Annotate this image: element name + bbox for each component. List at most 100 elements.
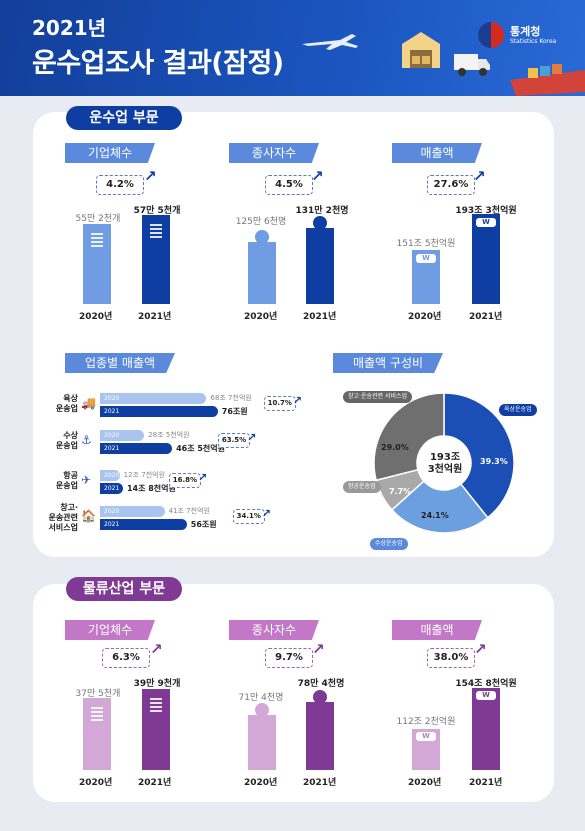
person-icon bbox=[313, 216, 327, 230]
year-label-2021: 2021년 bbox=[469, 312, 503, 322]
logistics-employees-bar-2021 bbox=[306, 702, 334, 770]
industry-value-2021: 14조 8천억원 bbox=[126, 484, 176, 493]
year-label-2020: 2020년 bbox=[408, 778, 442, 788]
industry-value-2021: 46조 5천억원 bbox=[176, 444, 225, 453]
year-label-2021: 2021년 bbox=[303, 312, 337, 322]
industry-value-2020: 41조 7천억원 bbox=[168, 507, 210, 515]
logistics-companies-2021-value: 39만 9천개 bbox=[133, 679, 181, 689]
logistics-employees-bar-2020 bbox=[248, 715, 276, 770]
up-arrow-icon: ↗ bbox=[197, 471, 208, 484]
transport-sales-change: 27.6% bbox=[427, 175, 475, 195]
year-label-2020: 2020년 bbox=[244, 778, 278, 788]
logistics-employees-2021-value: 78만 4천명 bbox=[297, 679, 345, 689]
transport-sales-tab: 매출액 bbox=[392, 143, 482, 163]
won-icon: W bbox=[476, 691, 496, 700]
industry-value-2020: 68조 7천억원 bbox=[210, 394, 252, 402]
composition-tab: 매출액 구성비 bbox=[333, 353, 443, 373]
person-icon bbox=[255, 230, 269, 244]
transport-companies-bar-2021 bbox=[142, 215, 170, 304]
transport-sales-2021-value: 193조 3천억원 bbox=[455, 206, 517, 216]
industry-value-2020: 12조 7천억원 bbox=[123, 471, 166, 479]
up-arrow-icon: ↗ bbox=[474, 640, 487, 658]
up-arrow-icon: ↗ bbox=[312, 640, 325, 658]
logistics-sales-bar-2021 bbox=[472, 688, 500, 770]
bar-year-label: 2020 bbox=[104, 395, 120, 402]
year-label-2020: 2020년 bbox=[408, 312, 442, 322]
won-icon: W bbox=[476, 218, 496, 227]
transport-companies-bar-2020 bbox=[83, 224, 111, 304]
transport-sales-2020-value: 151조 5천억원 bbox=[396, 239, 456, 249]
pie-legend-water: 수상운송업 bbox=[370, 538, 408, 550]
industry-change: 63.5% bbox=[218, 433, 251, 448]
pie-legend-land: 육상운송업 bbox=[499, 404, 537, 416]
industry-row-icon: 🏠 bbox=[81, 509, 96, 523]
bar-year-label: 2021 bbox=[104, 408, 120, 415]
bar-year-label: 2021 bbox=[104, 521, 120, 528]
year-label-2020: 2020년 bbox=[244, 312, 278, 322]
person-icon bbox=[255, 703, 269, 717]
logistics-employees-change: 9.7% bbox=[265, 648, 313, 668]
up-arrow-icon: ↗ bbox=[144, 167, 157, 185]
industry-row-icon: 🚚 bbox=[81, 396, 96, 410]
year-label-2021: 2021년 bbox=[303, 778, 337, 788]
truck-icon bbox=[454, 54, 490, 76]
industry-row-label: 육상 운송업 bbox=[55, 394, 78, 413]
industry-row-label: 수상 운송업 bbox=[55, 431, 78, 450]
pie-legend-warehouse: 창고·운송관련 서비스업 bbox=[343, 391, 413, 403]
won-icon: W bbox=[416, 732, 436, 741]
logistics-sales-2021-value: 154조 8천억원 bbox=[455, 679, 517, 689]
bar-year-label: 2020 bbox=[104, 472, 120, 479]
transport-employees-tab: 종사자수 bbox=[229, 143, 319, 163]
year-label-2020: 2020년 bbox=[79, 778, 113, 788]
logistics-companies-bar-2021 bbox=[142, 689, 170, 770]
pie-legend-air: 항공운송업 bbox=[343, 481, 381, 493]
pie-label-water: 24.1% bbox=[421, 511, 449, 520]
industry-change: 16.8% bbox=[168, 473, 201, 488]
pie-label-air: 7.7% bbox=[389, 487, 412, 496]
logo-name: 통계청 bbox=[510, 25, 541, 38]
year-label-2021: 2021년 bbox=[138, 778, 172, 788]
logistics-sales-change: 38.0% bbox=[427, 648, 475, 668]
year-label-2020: 2020년 bbox=[79, 312, 113, 322]
transport-sales-bar-2021 bbox=[472, 214, 500, 304]
header-banner: 2021년 운수업조사 결과(잠정) 통계청 Statistics Korea bbox=[0, 0, 585, 96]
pie-label-land: 39.3% bbox=[480, 457, 508, 466]
won-icon: W bbox=[416, 254, 436, 263]
up-arrow-icon: ↗ bbox=[261, 507, 272, 520]
transport-employees-bar-2021 bbox=[306, 228, 334, 304]
page-title: 운수업조사 결과(잠정) bbox=[32, 48, 284, 79]
airplane-icon bbox=[302, 34, 358, 50]
industry-sales-tab: 업종별 매출액 bbox=[65, 353, 175, 373]
industry-bar-2020: 2020 bbox=[100, 393, 207, 404]
bar-year-label: 2021 bbox=[104, 445, 120, 452]
person-icon bbox=[313, 690, 327, 704]
industry-value-2021: 56조원 bbox=[190, 520, 217, 529]
industry-bar-2021: 2021 bbox=[100, 443, 173, 454]
up-arrow-icon: ↗ bbox=[150, 640, 163, 658]
logistics-companies-tab: 기업체수 bbox=[65, 620, 155, 640]
header-year: 2021년 bbox=[32, 16, 107, 40]
logistics-section-label: 물류산업 부문 bbox=[66, 577, 182, 601]
warehouse-icon bbox=[402, 32, 440, 68]
logistics-sales-tab: 매출액 bbox=[392, 620, 482, 640]
ship-icon bbox=[510, 64, 585, 96]
industry-row-label: 항공 운송업 bbox=[55, 471, 78, 490]
logo-subtitle: Statistics Korea bbox=[510, 38, 557, 45]
bar-year-label: 2020 bbox=[104, 432, 120, 439]
year-label-2021: 2021년 bbox=[469, 778, 503, 788]
industry-change: 34.1% bbox=[232, 509, 265, 524]
industry-bar-2020: 2020 bbox=[100, 470, 120, 481]
bar-year-label: 2021 bbox=[104, 485, 120, 492]
year-label-2021: 2021년 bbox=[138, 312, 172, 322]
transport-employees-bar-2020 bbox=[248, 242, 276, 304]
logistics-employees-2020-value: 71만 4천명 bbox=[238, 693, 284, 703]
industry-change: 10.7% bbox=[263, 396, 296, 411]
industry-bar-2021: 2021 bbox=[100, 406, 218, 417]
up-arrow-icon: ↗ bbox=[311, 167, 324, 185]
transport-companies-tab: 기업체수 bbox=[65, 143, 155, 163]
industry-row-icon: ⚓ bbox=[81, 433, 92, 447]
up-arrow-icon: ↗ bbox=[247, 431, 257, 444]
transport-companies-change: 4.2% bbox=[96, 175, 144, 195]
transport-companies-2020-value: 55만 2천개 bbox=[75, 214, 121, 224]
logistics-companies-2020-value: 37만 5천개 bbox=[75, 689, 121, 699]
